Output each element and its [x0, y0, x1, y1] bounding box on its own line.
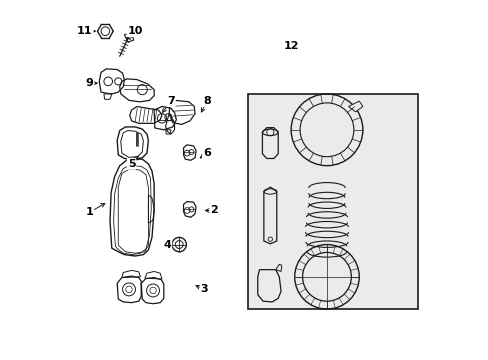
- Text: 6: 6: [203, 148, 210, 158]
- Text: 11: 11: [77, 26, 93, 36]
- Text: 3: 3: [200, 284, 208, 294]
- Text: 4: 4: [163, 239, 171, 249]
- FancyBboxPatch shape: [247, 94, 418, 309]
- Text: 8: 8: [203, 96, 210, 106]
- Text: 9: 9: [85, 78, 93, 88]
- Text: 2: 2: [210, 206, 218, 216]
- Polygon shape: [348, 101, 362, 112]
- Text: 5: 5: [127, 159, 135, 169]
- Text: 10: 10: [127, 26, 142, 36]
- Text: 1: 1: [85, 207, 93, 217]
- Text: 7: 7: [167, 96, 175, 106]
- Text: 12: 12: [283, 41, 298, 50]
